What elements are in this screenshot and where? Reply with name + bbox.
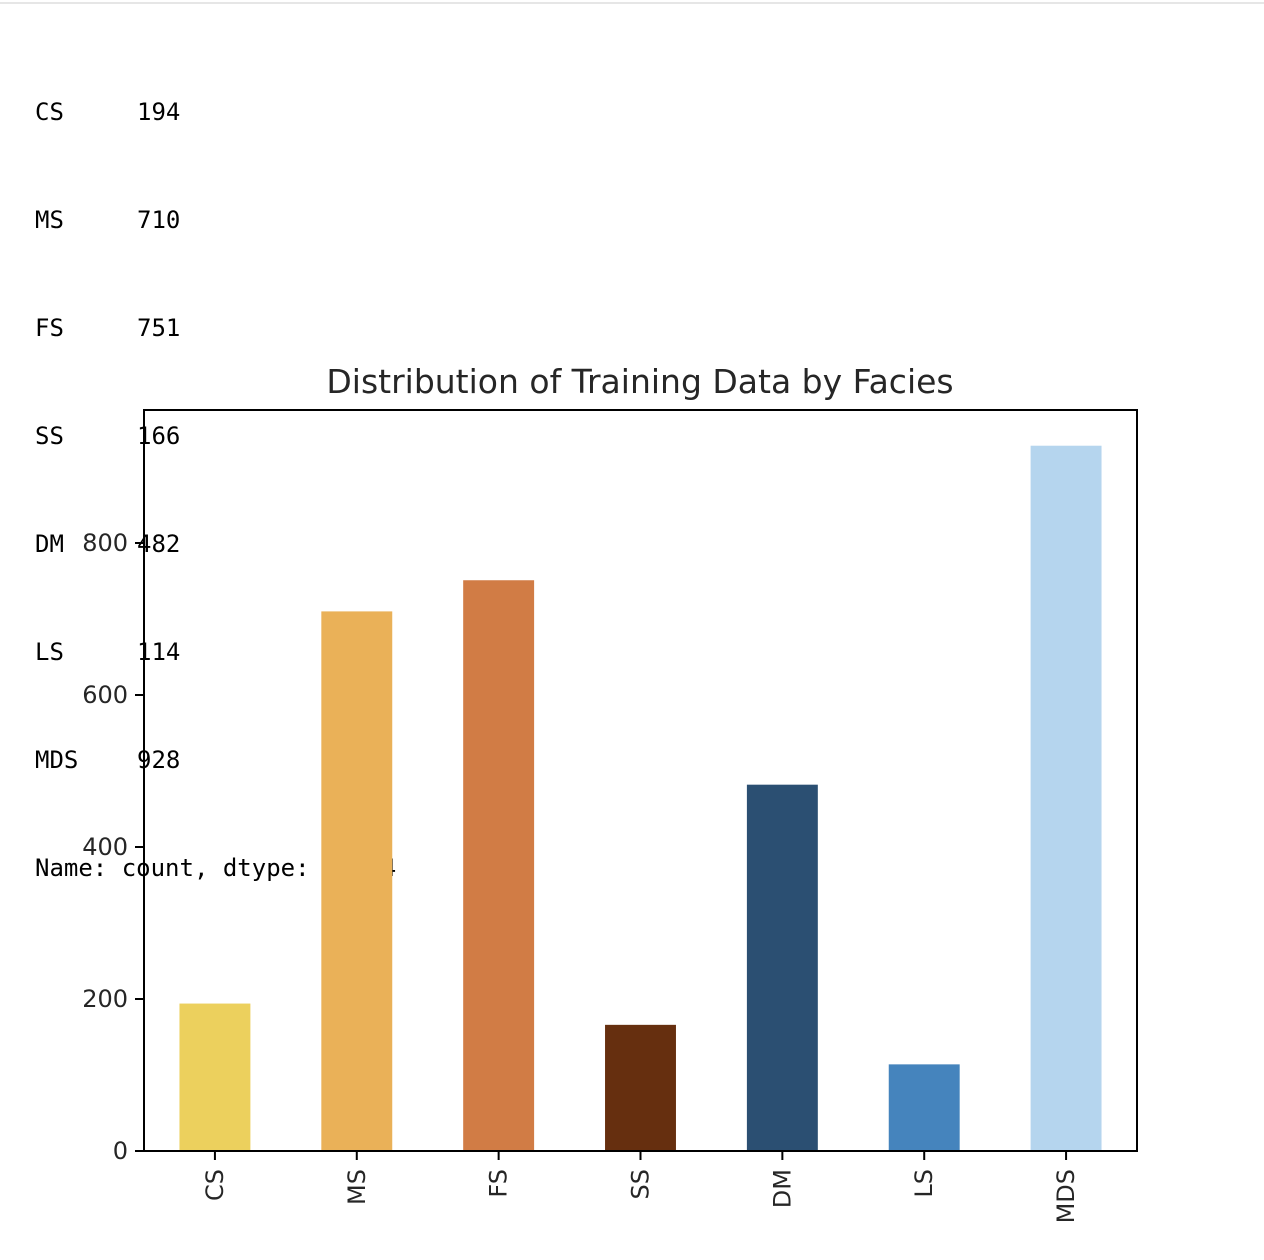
x-tick-label: LS [910, 1169, 938, 1198]
y-tick-label: 200 [82, 985, 128, 1013]
x-tick-label: DM [768, 1169, 796, 1208]
bar-ss [605, 1024, 676, 1151]
series-row-label: MDS [35, 746, 79, 774]
series-row-label: FS [35, 314, 64, 342]
x-axis: CS MS FS SS DM LS MDS [201, 1151, 1080, 1223]
y-axis: 0 200 400 600 800 [82, 529, 144, 1165]
series-row-label: SS [35, 422, 64, 450]
bar-mds [1030, 445, 1102, 1152]
x-tick-label: SS [627, 1169, 655, 1199]
x-tick-label: CS [201, 1169, 229, 1201]
x-tick-label: MDS [1052, 1169, 1080, 1223]
bars-layer [179, 445, 1102, 1152]
bar-fs [463, 580, 535, 1151]
series-row-label: MS [35, 206, 64, 234]
y-tick-label: 0 [113, 1137, 128, 1165]
series-printout: CS 194 MS 710 FS 751 SS 166 DM 482 LS 114 MDS 9… [35, 22, 396, 958]
series-row-value: 710 [137, 206, 181, 234]
chart-title: Distribution of Training Data by Facies [326, 362, 953, 401]
series-row: MS 710 [35, 202, 396, 238]
bar-dm [746, 784, 818, 1151]
series-row: FS 751 [35, 310, 396, 346]
y-tick-label: 400 [82, 833, 128, 861]
bar-ls [888, 1064, 960, 1151]
series-row-value: 194 [137, 98, 181, 126]
cell-top-border [0, 0, 1264, 4]
x-tick-label: FS [485, 1169, 513, 1198]
series-row-label: CS [35, 98, 64, 126]
series-row: CS 194 [35, 94, 396, 130]
series-row-label: DM [35, 530, 64, 558]
y-tick-label: 600 [82, 681, 128, 709]
bar-ms [321, 611, 393, 1151]
x-tick-label: MS [343, 1169, 371, 1205]
series-row-value: 751 [137, 314, 181, 342]
series-row-label: LS [35, 638, 64, 666]
bar-cs [179, 1003, 251, 1151]
y-tick-label: 800 [82, 529, 128, 557]
plot-frame [143, 409, 1138, 1152]
